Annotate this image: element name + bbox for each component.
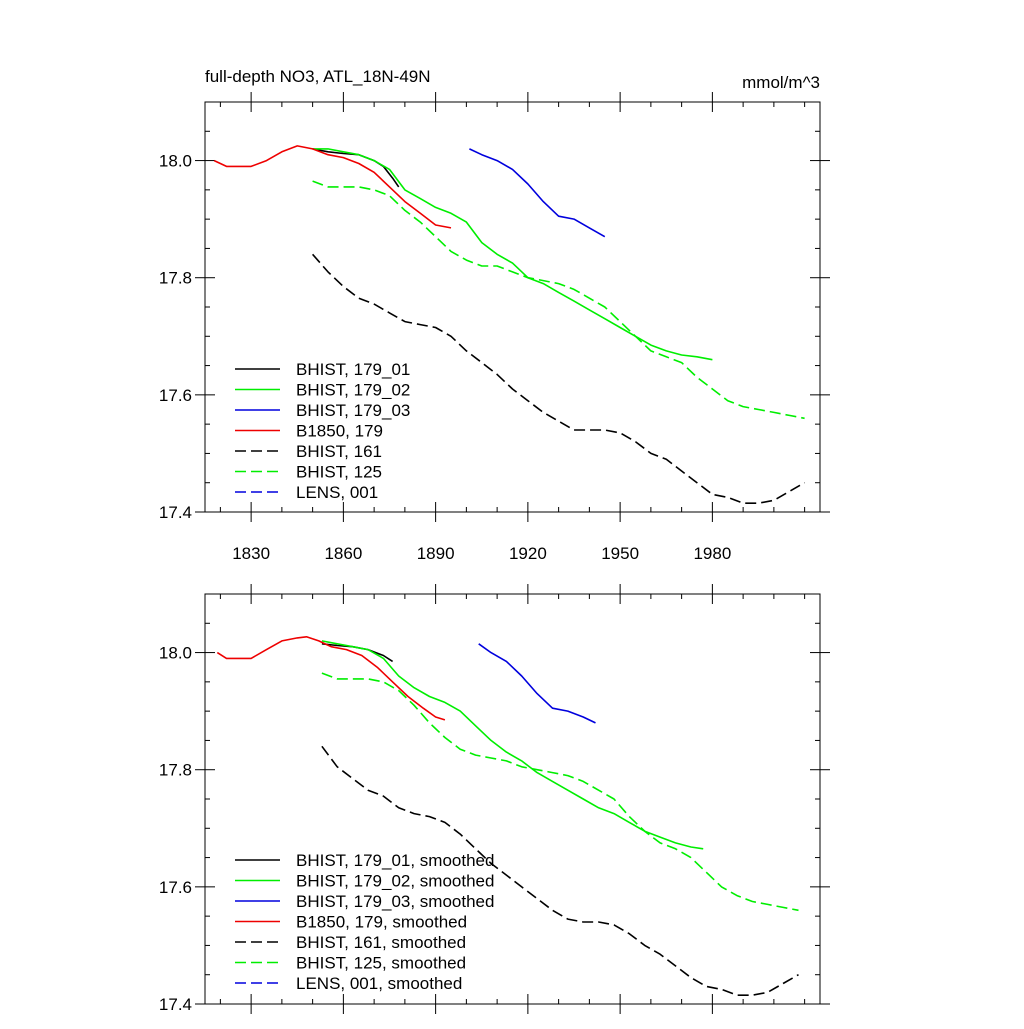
axis-ticks: 17.4 17.6 17.8 18.0 (159, 584, 830, 1014)
legend-label: BHIST, 161, smoothed (296, 933, 466, 952)
legend-label: BHIST, 179_03 (296, 401, 410, 420)
legend: BHIST, 179_01, smoothed BHIST, 179_02, sm… (235, 851, 494, 993)
x-tick-label: 1950 (601, 544, 639, 563)
y-tick-label: 17.6 (159, 386, 192, 405)
axis-ticks: 1830 1860 1890 1920 1950 1980 17.4 17.6 17.8 18.0 (159, 92, 830, 563)
legend-label: LENS, 001, smoothed (296, 974, 462, 993)
series-line (321, 640, 704, 850)
legend-label: BHIST, 179_01, smoothed (296, 851, 494, 870)
legend-label: BHIST, 125 (296, 463, 382, 482)
x-tick-label: 1980 (693, 544, 731, 563)
y-tick-label: 18.0 (159, 152, 192, 171)
series-line (469, 148, 606, 238)
series-line (478, 643, 596, 724)
x-tick-label: 1920 (509, 544, 547, 563)
series-line (311, 253, 805, 505)
legend-label: BHIST, 179_03, smoothed (296, 892, 494, 911)
x-tick-label: 1890 (417, 544, 455, 563)
y-tick-label: 18.0 (159, 644, 192, 663)
legend-label: BHIST, 161 (296, 442, 382, 461)
x-tick-label: 1830 (232, 544, 270, 563)
y-tick-label: 17.4 (159, 995, 192, 1014)
series-line (321, 672, 799, 912)
top-chart: full-depth NO3, ATL_18N-49N mmol/m^3 183… (159, 67, 830, 563)
x-tick-label: 1860 (324, 544, 362, 563)
legend-label: BHIST, 125, smoothed (296, 954, 466, 973)
series-line (312, 148, 713, 361)
legend-label: LENS, 001 (296, 483, 378, 502)
series-line (312, 180, 805, 420)
y-tick-label: 17.8 (159, 761, 192, 780)
series-line (321, 745, 799, 997)
legend-label: BHIST, 179_02 (296, 381, 410, 400)
series-line (213, 145, 452, 229)
bottom-chart: 17.4 17.6 17.8 18.0 BHIST, 179_01, smoothed… (159, 584, 830, 1014)
y-tick-label: 17.8 (159, 269, 192, 288)
legend-label: B1850, 179, smoothed (296, 913, 467, 932)
legend-label: BHIST, 179_01 (296, 360, 410, 379)
legend-label: B1850, 179 (296, 422, 383, 441)
y-tick-label: 17.4 (159, 503, 192, 522)
y-tick-label: 17.6 (159, 878, 192, 897)
series-line (216, 635, 446, 721)
series-lines (216, 635, 799, 997)
chart-title: full-depth NO3, ATL_18N-49N (205, 67, 431, 86)
chart-units: mmol/m^3 (742, 73, 820, 92)
series-lines (213, 145, 805, 505)
legend-label: BHIST, 179_02, smoothed (296, 872, 494, 891)
